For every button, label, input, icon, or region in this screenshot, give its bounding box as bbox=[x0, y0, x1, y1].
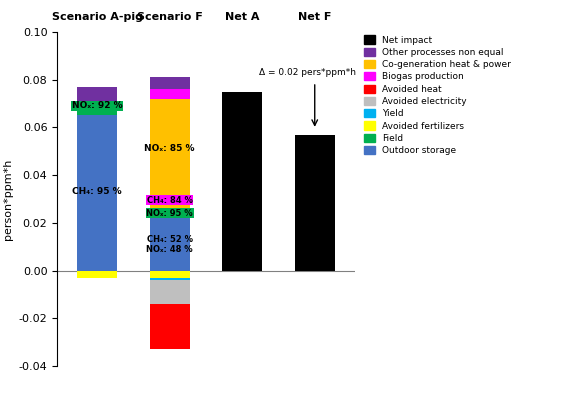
Bar bbox=[150, 89, 189, 99]
Text: CH₄: 95 %: CH₄: 95 % bbox=[72, 187, 122, 196]
Text: CH₄: 84 %: CH₄: 84 % bbox=[146, 196, 193, 205]
Bar bbox=[77, 271, 117, 278]
Bar bbox=[150, 280, 189, 304]
Bar bbox=[150, 218, 189, 271]
Legend: Net impact, Other processes non equal, Co-generation heat & power, Biogas produc: Net impact, Other processes non equal, C… bbox=[360, 32, 515, 159]
Bar bbox=[223, 92, 262, 271]
Text: NOₓ: 92 %: NOₓ: 92 % bbox=[72, 101, 122, 110]
Y-axis label: person*ppm*h: person*ppm*h bbox=[3, 158, 13, 240]
Bar bbox=[295, 135, 335, 271]
Text: CH₄: 52 %
NOₓ: 48 %: CH₄: 52 % NOₓ: 48 % bbox=[146, 235, 193, 254]
Bar bbox=[150, 271, 189, 278]
Text: NOₓ: 95 %: NOₓ: 95 % bbox=[146, 209, 193, 218]
Bar bbox=[150, 77, 189, 89]
Bar bbox=[150, 278, 189, 280]
Bar bbox=[150, 209, 189, 218]
Text: Δ = 0.02 pers*ppm*h: Δ = 0.02 pers*ppm*h bbox=[259, 68, 356, 77]
Text: NOₓ: 85 %: NOₓ: 85 % bbox=[144, 144, 195, 153]
Bar bbox=[150, 99, 189, 209]
Bar bbox=[77, 106, 117, 115]
Bar bbox=[77, 115, 117, 271]
Bar bbox=[150, 304, 189, 349]
Bar bbox=[77, 87, 117, 106]
